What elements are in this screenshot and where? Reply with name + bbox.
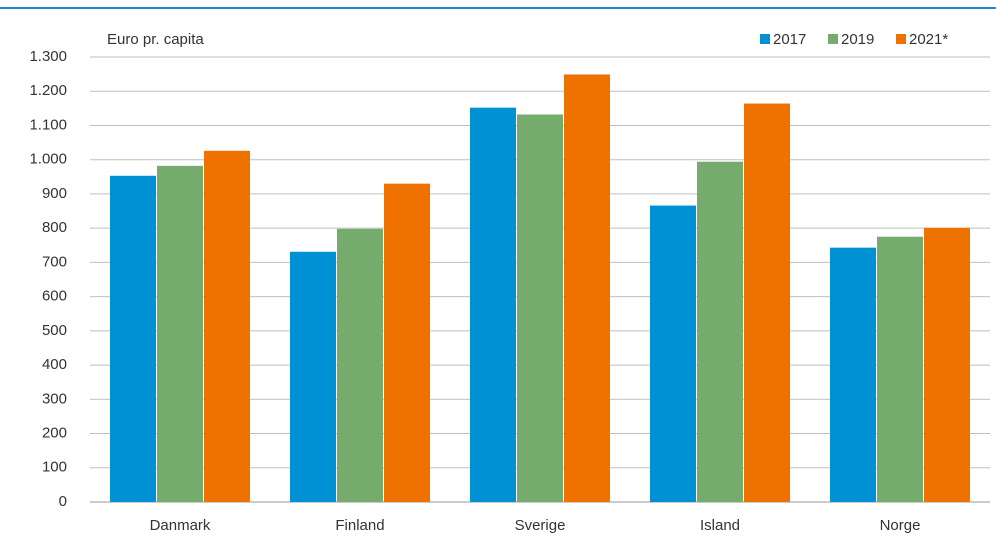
bar: [830, 247, 876, 502]
bar: [110, 175, 156, 502]
x-tick-label: Norge: [880, 517, 921, 534]
bar: [384, 183, 430, 502]
y-axis-label: Euro pr. capita: [107, 31, 204, 48]
legend-label: 2021*: [909, 31, 948, 48]
y-tick-label: 600: [42, 288, 67, 305]
y-tick-label: 100: [42, 459, 67, 476]
bar: [924, 227, 970, 503]
y-tick-label: 400: [42, 356, 67, 373]
y-tick-label: 1.200: [29, 82, 67, 99]
legend-swatch: [896, 34, 906, 44]
bar: [744, 103, 790, 503]
x-tick-label: Finland: [335, 517, 384, 534]
bar: [337, 228, 383, 503]
y-tick-label: 0: [59, 493, 67, 510]
bar: [470, 107, 516, 503]
legend-label: 2017: [773, 31, 806, 48]
legend-swatch: [828, 34, 838, 44]
bar: [157, 165, 203, 502]
bar: [564, 74, 610, 502]
x-tick-label: Danmark: [150, 517, 211, 534]
bar: [877, 236, 923, 502]
y-tick-label: 700: [42, 253, 67, 270]
y-tick-label: 1.000: [29, 151, 67, 168]
bar: [517, 114, 563, 502]
legend-swatch: [760, 34, 770, 44]
y-tick-label: 900: [42, 185, 67, 202]
bar: [290, 251, 336, 502]
y-tick-label: 1.100: [29, 116, 67, 133]
y-tick-label: 300: [42, 390, 67, 407]
legend-label: 2019: [841, 31, 874, 48]
bar: [204, 150, 250, 503]
x-tick-label: Island: [700, 517, 740, 534]
y-tick-label: 800: [42, 219, 67, 236]
y-tick-label: 500: [42, 322, 67, 339]
y-tick-label: 200: [42, 425, 67, 442]
x-tick-label: Sverige: [515, 517, 566, 534]
bar: [650, 205, 696, 503]
bar: [697, 161, 743, 502]
y-tick-label: 1.300: [29, 48, 67, 65]
